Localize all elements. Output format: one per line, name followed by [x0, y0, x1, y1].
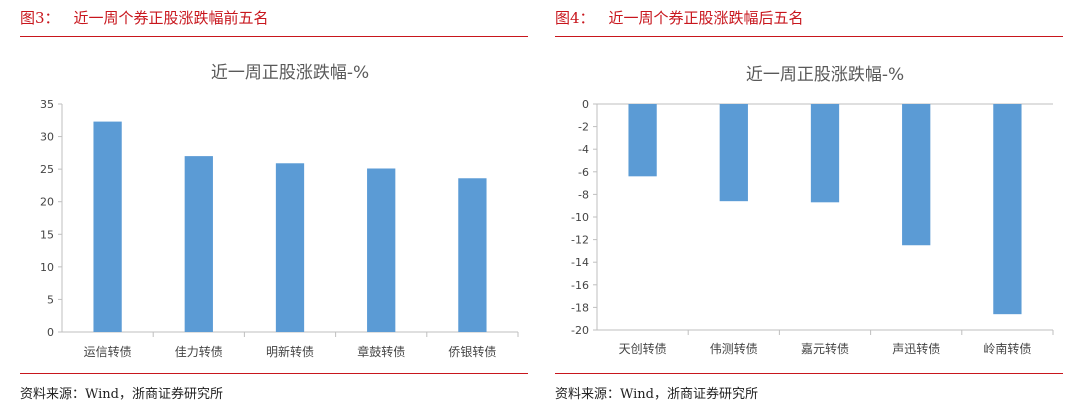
y-tick-label: 30 — [40, 131, 54, 144]
y-tick-label: 35 — [40, 98, 54, 111]
y-tick-label: 5 — [47, 293, 54, 306]
top-rule — [20, 36, 528, 37]
bar — [93, 121, 122, 333]
bar — [902, 104, 931, 246]
bottom-rule — [20, 373, 528, 374]
y-tick-label: 20 — [40, 196, 54, 209]
category-label: 声迅转债 — [892, 341, 940, 356]
category-label: 天创转债 — [619, 341, 667, 356]
y-tick-label: -18 — [571, 301, 589, 314]
y-tick-label: 15 — [40, 228, 54, 241]
y-tick-label: 10 — [40, 261, 54, 274]
source-note: 资料来源：Wind，浙商证券研究所 — [555, 387, 758, 402]
figure-panel-right: 图4： 近一周个券正股涨跌幅后五名 近一周正股涨跌幅-% 0 -2 -4 -6 -8 -10 -… — [555, 0, 1063, 412]
y-tick-label: -2 — [578, 121, 589, 134]
category-label: 运信转债 — [84, 344, 132, 359]
top-rule — [555, 36, 1063, 37]
y-tick-label: -4 — [578, 143, 589, 156]
chart-title: 近一周正股涨跌幅-% — [211, 63, 369, 83]
bottom-rule — [555, 373, 1063, 374]
figure-number: 图4： — [555, 9, 595, 27]
figure-caption: 近一周个券正股涨跌幅后五名 — [608, 9, 804, 27]
category-label: 伟测转债 — [710, 341, 758, 356]
figure-caption: 近一周个券正股涨跌幅前五名 — [73, 9, 269, 27]
y-tick-label: -16 — [571, 279, 589, 292]
figure-title: 图3： 近一周个券正股涨跌幅前五名 — [20, 7, 269, 28]
bar — [719, 104, 748, 202]
bar — [367, 168, 396, 332]
y-tick-label: -20 — [571, 324, 589, 337]
bar — [458, 178, 487, 332]
y-tick-label: -14 — [571, 256, 589, 269]
bar-chart-top-five: 近一周正股涨跌幅-% 0 5 10 15 20 25 30 35 运信转债 佳力转债 明新转债 章鼓转债… — [40, 63, 519, 359]
bar — [184, 156, 213, 332]
figure-title: 图4： 近一周个券正股涨跌幅后五名 — [555, 7, 804, 28]
y-tick-label: -8 — [578, 188, 589, 201]
chart-title: 近一周正股涨跌幅-% — [746, 65, 904, 85]
y-tick-label: 25 — [40, 163, 54, 176]
y-tick-label: -10 — [571, 211, 589, 224]
category-label: 佳力转债 — [175, 344, 223, 359]
figure-number: 图3： — [20, 9, 60, 27]
bar — [810, 104, 840, 203]
category-label: 章鼓转债 — [357, 344, 405, 359]
bar — [628, 104, 657, 177]
y-tick-label: 0 — [582, 98, 589, 111]
source-note: 资料来源：Wind，浙商证券研究所 — [20, 387, 223, 402]
y-tick-label: 0 — [47, 326, 54, 339]
bar — [993, 104, 1022, 315]
bar-chart-bottom-five: 近一周正股涨跌幅-% 0 -2 -4 -6 -8 -10 -12 -14 -16 -18 -20 天创转… — [571, 65, 1054, 356]
bar — [275, 163, 305, 332]
y-tick-label: -6 — [578, 166, 589, 179]
y-tick-label: -12 — [571, 234, 589, 247]
figure-panel-left: 图3： 近一周个券正股涨跌幅前五名 近一周正股涨跌幅-% 0 5 10 15 20 25 30 3… — [20, 0, 528, 412]
category-label: 岭南转债 — [983, 341, 1031, 356]
category-label: 嘉元转债 — [801, 341, 849, 356]
category-label: 明新转债 — [266, 344, 314, 359]
category-label: 侨银转债 — [448, 344, 496, 359]
